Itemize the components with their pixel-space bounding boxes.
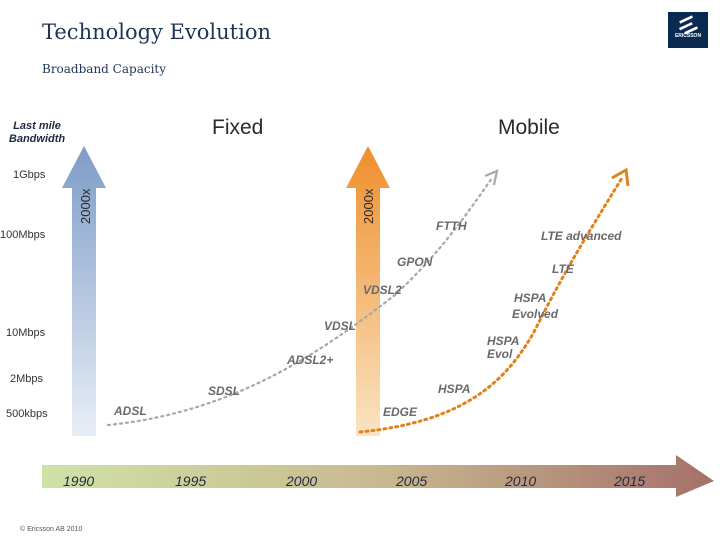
tech-label-ftth: FTTH — [436, 219, 467, 233]
x-tick-1990: 1990 — [63, 473, 95, 489]
y-tick-100mbps: 100Mbps — [0, 229, 46, 241]
mobile-growth-label: 2000x — [361, 188, 376, 224]
y-axis-title: Last mile Bandwidth — [8, 120, 66, 145]
fixed-growth-arrow — [62, 146, 106, 436]
tech-label-lte: LTE — [552, 262, 574, 276]
x-tick-2010: 2010 — [505, 473, 537, 489]
tech-label-gpon: GPON — [397, 255, 433, 269]
tech-label-sdsl: SDSL — [208, 384, 241, 398]
logo-wordmark: ERICSSON — [674, 33, 702, 39]
mobile-growth-arrow — [346, 146, 390, 436]
logo-mark-icon — [678, 15, 699, 35]
tech-label-hspa-evolved: HSPA — [514, 291, 547, 305]
x-tick-2015: 2015 — [614, 473, 646, 489]
x-tick-2000: 2000 — [286, 473, 318, 489]
y-tick-500kbps: 500kbps — [6, 408, 48, 420]
tech-label-lte-advanced: LTE advanced — [541, 229, 622, 243]
mobile-line-arrowhead — [611, 167, 630, 187]
tech-label-hspa-evolved-line2: Evolved — [512, 307, 559, 321]
x-tick-2005: 2005 — [396, 473, 428, 489]
tech-label-vdsl: VDSL — [324, 319, 357, 333]
tech-label-adsl: ADSL — [114, 404, 147, 418]
tech-label-hspa-evol-line2: Evol — [487, 347, 513, 361]
fixed-line-arrowhead — [484, 169, 499, 186]
tech-label-adsl2plus: ADSL2+ — [287, 353, 334, 367]
y-tick-1gbps: 1Gbps — [13, 169, 46, 181]
y-tick-10mbps: 10Mbps — [6, 327, 46, 339]
tech-label-hspa-evol: HSPA — [487, 334, 520, 348]
fixed-growth-label: 2000x — [78, 188, 93, 224]
timeline-arrow — [42, 455, 714, 497]
fixed-technology-line — [106, 176, 494, 427]
tech-label-hspa: HSPA — [438, 382, 471, 396]
ericsson-logo — [668, 12, 708, 48]
tech-label-edge: EDGE — [383, 405, 418, 419]
copyright-text: © Ericsson AB 2010 — [20, 526, 83, 533]
y-tick-2mbps: 2Mbps — [10, 373, 44, 385]
fixed-column-heading: Fixed — [212, 116, 264, 139]
page-subtitle: Broadband Capacity — [42, 62, 167, 76]
page-title: Technology Evolution — [42, 20, 272, 44]
x-tick-1995: 1995 — [175, 473, 207, 489]
tech-label-vdsl2: VDSL2 — [363, 283, 402, 297]
mobile-technology-line — [358, 176, 624, 434]
mobile-column-heading: Mobile — [498, 116, 560, 139]
